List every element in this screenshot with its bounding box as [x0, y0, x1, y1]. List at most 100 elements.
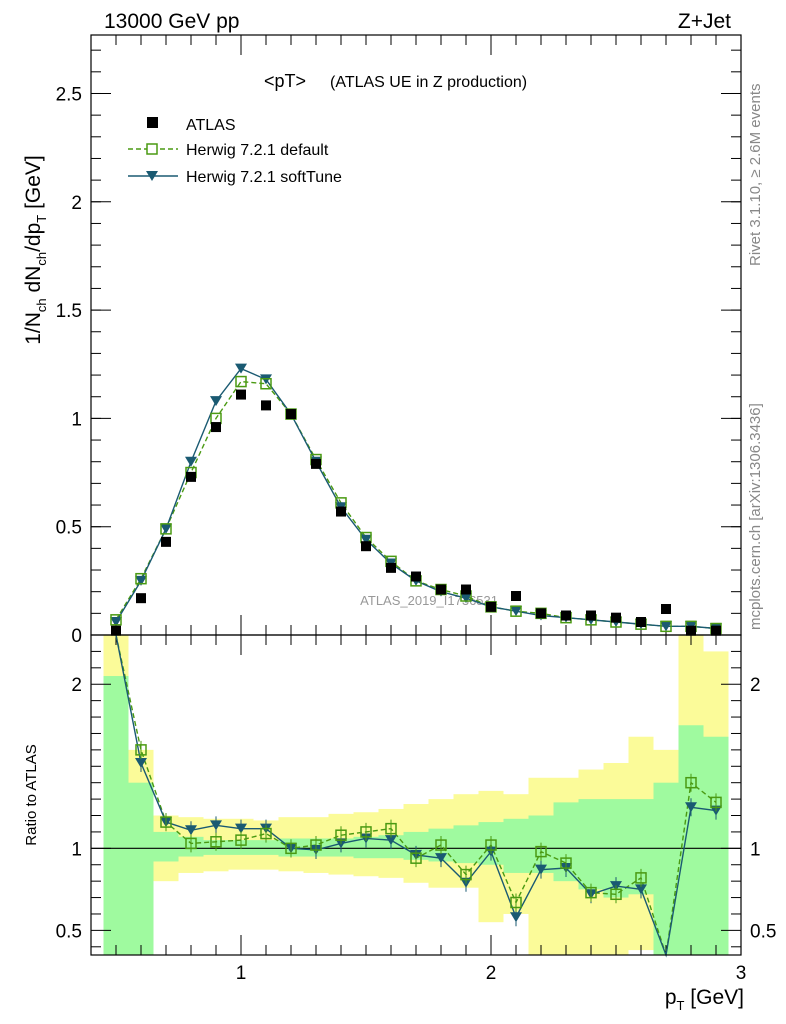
x-tick-label: 2	[486, 963, 497, 984]
band-inner-bin	[503, 818, 529, 873]
ratio-point-default	[260, 827, 272, 840]
point-atlas	[686, 625, 696, 636]
ratio-series-layer	[115, 634, 722, 958]
point-softtune	[210, 396, 222, 407]
ratio-point-default	[335, 829, 347, 841]
band-inner-bin	[253, 840, 279, 855]
point-atlas	[311, 458, 321, 469]
point-softtune	[235, 363, 247, 374]
band-inner-bin	[453, 825, 479, 864]
ratio-point-default	[510, 896, 522, 909]
ratio-point-softtune	[685, 802, 697, 813]
point-default	[660, 620, 672, 633]
legend-marker-atlas	[147, 117, 158, 128]
legend: ATLAS Herwig 7.2.1 default Herwig 7.2.1 …	[128, 117, 342, 186]
point-atlas	[111, 625, 121, 636]
ratio-point-default	[610, 888, 622, 901]
band-inner-bin	[353, 836, 379, 859]
ratio-point-default	[385, 822, 397, 835]
ratio-point-softtune	[185, 825, 197, 836]
series-layer	[110, 363, 722, 636]
point-default	[160, 523, 172, 535]
ratio-tick-label-right: 0.5	[750, 921, 776, 942]
ratio-point-default	[410, 852, 422, 864]
point-atlas	[236, 389, 246, 400]
point-default	[510, 605, 522, 617]
point-atlas	[561, 610, 571, 621]
point-atlas	[386, 562, 396, 573]
plot-title-sub: (ATLAS UE in Z production)	[330, 74, 527, 91]
point-softtune	[160, 523, 172, 534]
ratio-point-default	[635, 872, 647, 884]
header-right: Z+Jet	[678, 10, 731, 33]
ratio-point-default	[485, 839, 497, 851]
ratio-point-default	[135, 744, 147, 756]
legend-label-default: Herwig 7.2.1 default	[186, 142, 329, 159]
point-atlas	[261, 400, 271, 411]
ratio-point-default	[160, 816, 172, 828]
y-axis-title: 1/Nch dNch/dpT [GeV]	[22, 155, 49, 345]
header-left: 13000 GeV pp	[104, 10, 239, 33]
ratio-point-default	[535, 845, 547, 858]
ratio-tick-label: 0.5	[56, 921, 82, 942]
ratio-point-default	[460, 868, 472, 881]
ratio-tick-label: 1	[71, 839, 82, 860]
point-atlas	[136, 593, 146, 604]
point-atlas	[711, 625, 721, 636]
ratio-point-softtune	[435, 853, 447, 864]
point-atlas	[461, 584, 471, 595]
ratio-point-default	[435, 839, 447, 851]
point-default	[110, 614, 122, 626]
x-axis-label: pT [GeV]	[665, 986, 744, 1013]
ratio-point-default	[710, 796, 722, 809]
point-default	[235, 375, 247, 388]
point-atlas	[161, 536, 171, 547]
point-atlas	[186, 471, 196, 482]
ratio-point-default	[585, 886, 597, 899]
point-atlas	[211, 422, 221, 433]
uncertainty-bands	[103, 635, 729, 955]
main-plot-axes: 0 0.5 1 1.5 2 2.5	[56, 35, 741, 647]
legend-label-soft: Herwig 7.2.1 softTune	[186, 169, 342, 186]
plot-title: <pT> (ATLAS UE in Z production)	[264, 71, 527, 91]
ratio-point-default	[310, 839, 322, 851]
ratio-point-softtune	[535, 864, 547, 875]
point-atlas	[286, 409, 296, 420]
ratio-point-default	[185, 837, 197, 850]
band-inner-bin	[703, 736, 729, 955]
band-inner-bin	[653, 782, 679, 955]
point-atlas	[636, 617, 646, 628]
point-atlas	[336, 506, 346, 517]
rivet-label: Rivet 3.1.10, ≥ 2.6M events	[747, 84, 764, 267]
ratio-point-softtune	[385, 835, 397, 846]
ratio-point-default	[285, 842, 297, 855]
point-atlas	[486, 601, 496, 612]
series-line-softtune	[115, 367, 717, 630]
y-tick-label: 0.5	[56, 518, 82, 539]
x-tick-label: 3	[736, 963, 747, 984]
ratio-axis-title: Ratio to ATLAS	[23, 744, 40, 845]
band-inner-bin	[153, 831, 179, 862]
legend-marker-default	[146, 143, 158, 155]
y-tick-label: 1.5	[56, 301, 82, 322]
ratio-point-softtune	[510, 912, 522, 923]
x-tick-label: 1	[236, 963, 247, 984]
ratio-tick-label: 2	[71, 675, 82, 696]
ratio-point-softtune	[235, 823, 247, 834]
ratio-point-default	[560, 857, 572, 869]
y-tick-label: 0	[71, 626, 82, 647]
band-inner-bin	[578, 799, 604, 890]
point-atlas	[436, 584, 446, 595]
legend-label-atlas: ATLAS	[186, 117, 236, 134]
point-softtune	[135, 575, 147, 586]
band-inner-bin	[103, 676, 129, 955]
ratio-point-default	[360, 826, 372, 838]
point-softtune	[110, 617, 122, 628]
point-softtune	[510, 606, 522, 617]
y-tick-label: 1	[71, 409, 82, 430]
point-atlas	[411, 571, 421, 582]
point-softtune	[460, 593, 472, 604]
series-line-default	[115, 380, 717, 630]
y-tick-label: 2	[71, 193, 82, 214]
